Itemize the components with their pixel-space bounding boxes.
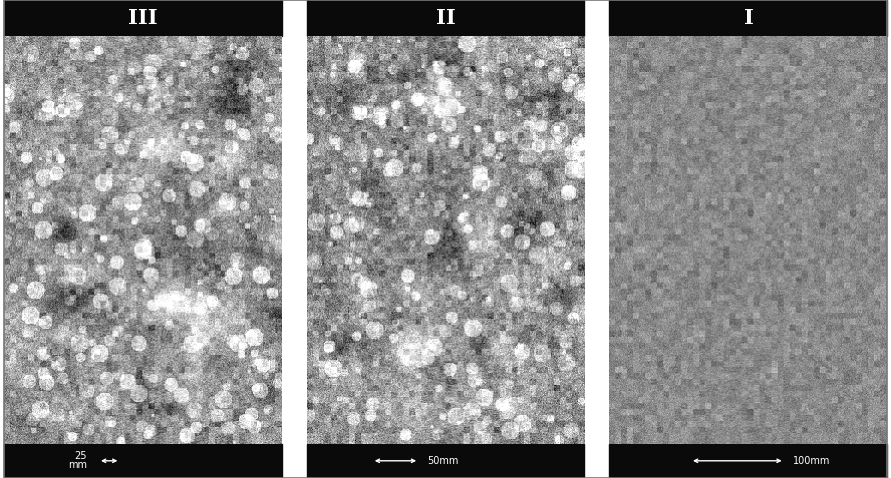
Text: 50mm: 50mm (428, 456, 459, 466)
Text: II: II (436, 8, 455, 28)
Bar (4, 0, 282, 36)
Text: I: I (743, 8, 754, 28)
Bar (307, 0, 584, 36)
Bar (4, 444, 282, 478)
Bar (307, 444, 584, 478)
Bar (609, 444, 887, 478)
Text: III: III (127, 8, 158, 28)
Text: 100mm: 100mm (793, 456, 830, 466)
Text: 25
mm: 25 mm (68, 451, 87, 470)
Bar (609, 0, 887, 36)
